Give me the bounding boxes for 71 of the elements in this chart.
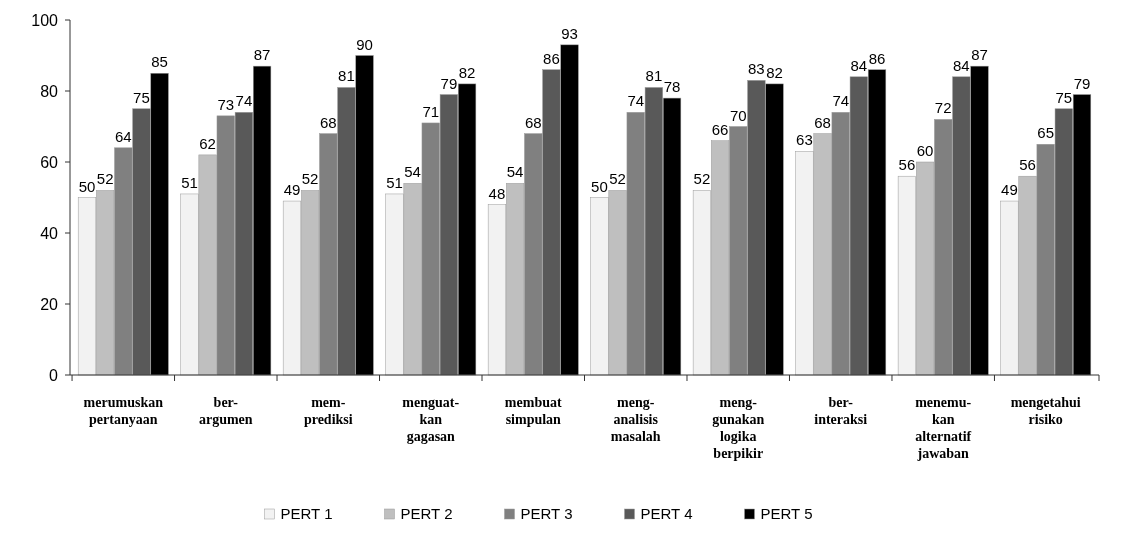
data-label: 84 (953, 56, 970, 74)
data-label: 75 (1055, 88, 1073, 106)
data-label: 79 (440, 74, 458, 92)
legend-label: PERT 2 (400, 505, 453, 522)
data-label: 87 (971, 46, 988, 64)
data-label: 70 (729, 106, 747, 124)
data-label: 54 (506, 163, 524, 181)
data-label: 72 (934, 99, 952, 117)
data-label: 82 (458, 63, 476, 81)
data-label: 75 (133, 88, 150, 106)
y-tick-label: 20 (40, 295, 59, 313)
data-label: 68 (319, 113, 337, 131)
x-tick-label: mem- prediksi (303, 395, 353, 427)
data-label: 81 (645, 67, 663, 85)
data-label: 49 (1001, 181, 1018, 199)
data-label: 56 (898, 156, 916, 174)
x-tick-label: ber- argumen (198, 395, 253, 427)
legend-label: PERT 3 (520, 505, 573, 522)
x-tick-label: menguat- kan gagasan (402, 395, 460, 444)
y-tick-label: 60 (40, 153, 59, 171)
x-tick-label: menemu- kan alternatif jawaban (915, 395, 972, 461)
data-label: 68 (524, 113, 542, 131)
data-label: 54 (404, 163, 421, 181)
data-label: 86 (543, 49, 560, 67)
legend-label: PERT 4 (640, 505, 693, 522)
data-label: 85 (151, 53, 168, 71)
data-label: 62 (199, 134, 216, 152)
x-tick-label: merumuskan pertanyaan (83, 395, 164, 427)
x-tick-label: meng- gunakan logika berpikir (712, 395, 765, 461)
data-label: 87 (253, 46, 271, 64)
data-label: 50 (591, 177, 608, 195)
data-label: 63 (796, 131, 813, 149)
data-label: 90 (356, 35, 373, 53)
data-label: 52 (609, 170, 626, 188)
data-label: 49 (283, 181, 301, 199)
x-tick-label: meng- analisis masalah (610, 395, 661, 444)
x-tick-label: mengetahui risiko (1010, 395, 1081, 427)
data-label: 65 (1037, 124, 1055, 142)
data-label: 71 (422, 102, 440, 120)
data-label: 93 (561, 24, 578, 42)
data-label: 48 (488, 184, 506, 202)
data-label: 64 (114, 127, 132, 145)
data-label: 79 (1073, 74, 1091, 92)
data-label: 74 (832, 92, 850, 110)
data-label: 84 (850, 56, 868, 74)
data-label: 56 (1019, 156, 1036, 174)
data-label: 52 (693, 170, 711, 188)
data-label: 78 (663, 78, 681, 96)
y-tick-label: 40 (40, 224, 59, 242)
data-label: 74 (235, 92, 253, 110)
legend-label: PERT 5 (760, 505, 813, 522)
y-tick-label: 0 (49, 366, 59, 384)
data-label: 50 (78, 177, 96, 195)
data-label: 81 (338, 67, 355, 85)
data-label: 86 (868, 49, 886, 67)
data-label: 66 (711, 120, 729, 138)
legend-label: PERT 1 (280, 505, 333, 522)
data-label: 74 (627, 92, 645, 110)
data-label: 73 (217, 95, 235, 113)
y-tick-label: 100 (31, 11, 59, 29)
data-label: 51 (386, 173, 403, 191)
data-label: 83 (748, 60, 765, 78)
data-label: 51 (181, 173, 198, 191)
data-label: 68 (814, 113, 831, 131)
data-label: 82 (766, 63, 783, 81)
x-tick-label: membuat simpulan (504, 395, 562, 427)
y-tick-label: 80 (40, 82, 59, 100)
x-tick-label: ber- interaksi (814, 395, 868, 427)
data-label: 52 (301, 170, 319, 188)
data-label: 52 (96, 170, 114, 188)
data-label: 60 (916, 142, 934, 159)
